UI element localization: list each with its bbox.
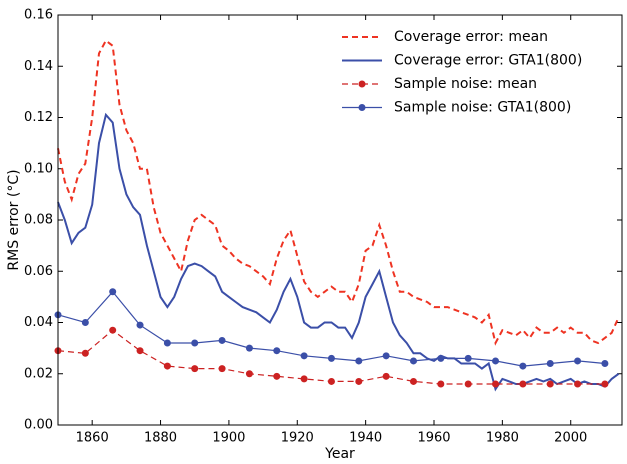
series-marker [327, 377, 335, 385]
series-marker [109, 288, 117, 296]
series-marker [273, 347, 281, 355]
y-tick-label: 0.06 [24, 264, 53, 279]
x-tick-label: 2000 [554, 431, 587, 446]
x-tick-label: 1980 [486, 431, 519, 446]
series-marker [464, 354, 472, 362]
y-tick-label: 0.10 [24, 161, 53, 176]
y-tick-label: 0.08 [24, 213, 53, 228]
series-line [57, 39, 620, 346]
x-tick-label: 1920 [281, 431, 314, 446]
series-marker [163, 362, 171, 370]
series-marker [136, 347, 144, 355]
series-marker [218, 365, 226, 373]
series-marker [327, 354, 335, 362]
series-marker [245, 370, 253, 378]
series-marker [492, 380, 500, 388]
series-marker [574, 380, 582, 388]
y-tick-label: 0.02 [24, 366, 53, 381]
legend-label: Sample noise: mean [394, 76, 537, 92]
series-marker [300, 352, 308, 360]
y-tick-label: 0.12 [24, 110, 53, 125]
series-marker [409, 357, 417, 365]
series-marker [163, 339, 171, 347]
series-marker [382, 352, 390, 360]
series-marker [464, 380, 472, 388]
series-marker [601, 380, 609, 388]
series-marker [409, 377, 417, 385]
legend-label: Coverage error: GTA1(800) [394, 53, 582, 69]
series-marker [519, 380, 527, 388]
series-marker [245, 344, 253, 352]
y-tick-label: 0.16 [24, 8, 53, 23]
series-marker [109, 326, 117, 334]
series-marker [519, 362, 527, 370]
x-tick-label: 1940 [349, 431, 382, 446]
x-tick-label: 1960 [417, 431, 450, 446]
series-marker [546, 380, 554, 388]
series-marker [191, 365, 199, 373]
legend-label: Coverage error: mean [394, 29, 548, 45]
series-marker [218, 336, 226, 344]
series-marker [136, 321, 144, 329]
x-tick-label: 1860 [76, 431, 109, 446]
y-tick-label: 0.14 [24, 59, 53, 74]
series-marker [355, 357, 363, 365]
series-marker [273, 372, 281, 380]
x-tick-label: 1880 [144, 431, 177, 446]
series-marker [574, 357, 582, 365]
series-marker [437, 380, 445, 388]
series-marker [191, 339, 199, 347]
legend-marker [358, 80, 366, 88]
series-marker [355, 377, 363, 385]
x-tick-label: 1900 [212, 431, 245, 446]
y-tick-label: 0.00 [24, 418, 53, 433]
x-axis-label: Year [324, 446, 355, 462]
series-marker [382, 372, 390, 380]
series-marker [437, 354, 445, 362]
legend-marker [358, 104, 366, 111]
series-marker [300, 375, 308, 383]
series-marker [601, 360, 609, 367]
y-tick-label: 0.04 [24, 315, 53, 330]
series-marker [81, 319, 89, 326]
legend-label: Sample noise: GTA1(800) [394, 100, 571, 116]
series-marker [81, 349, 89, 357]
y-axis-label: RMS error (°C) [6, 169, 22, 270]
plot-frame [57, 14, 623, 426]
series-marker [546, 360, 554, 367]
series-marker [492, 357, 500, 365]
